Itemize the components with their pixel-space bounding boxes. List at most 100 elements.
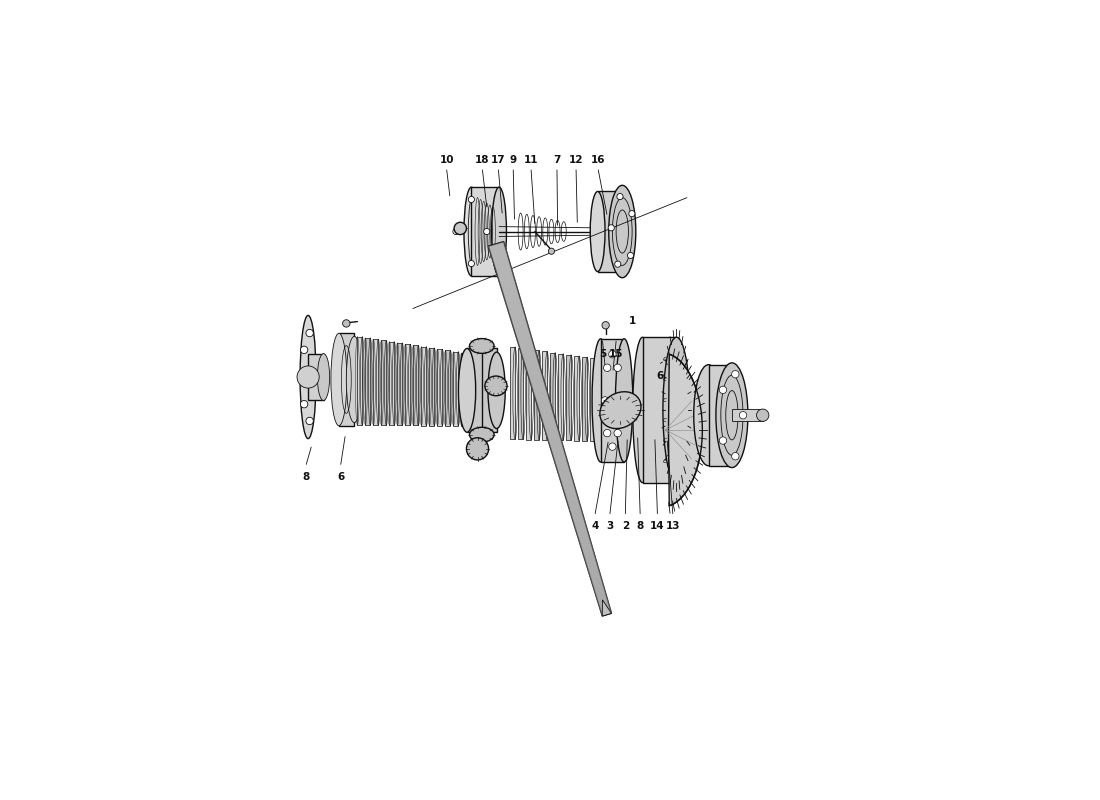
Bar: [421, 346, 427, 426]
Ellipse shape: [466, 438, 488, 460]
Bar: [565, 355, 571, 440]
Circle shape: [608, 350, 616, 358]
Text: c: c: [662, 458, 667, 464]
Polygon shape: [669, 354, 702, 506]
Circle shape: [309, 374, 317, 381]
Bar: [429, 348, 434, 426]
Text: 8: 8: [637, 521, 644, 531]
Bar: [438, 349, 442, 426]
Text: 10: 10: [440, 155, 454, 165]
Bar: [453, 352, 459, 426]
Text: c: c: [662, 417, 667, 423]
Text: 3: 3: [606, 521, 614, 531]
Text: 17: 17: [491, 155, 506, 165]
Circle shape: [453, 229, 459, 234]
Circle shape: [342, 320, 350, 327]
Text: c: c: [662, 438, 667, 443]
Text: 11: 11: [524, 155, 538, 165]
Bar: [597, 191, 623, 271]
Ellipse shape: [464, 187, 478, 276]
Text: 9: 9: [509, 155, 517, 165]
Bar: [389, 342, 394, 426]
Bar: [558, 354, 563, 440]
Bar: [373, 339, 378, 426]
Circle shape: [454, 222, 466, 234]
Text: 4: 4: [592, 521, 598, 531]
Circle shape: [297, 366, 319, 388]
Ellipse shape: [488, 352, 505, 429]
Text: 15: 15: [609, 349, 624, 358]
Text: 6: 6: [337, 472, 344, 482]
Circle shape: [732, 453, 739, 460]
Text: c: c: [662, 377, 667, 382]
Circle shape: [629, 210, 635, 217]
Circle shape: [469, 197, 474, 202]
Circle shape: [739, 411, 747, 419]
Ellipse shape: [470, 338, 494, 354]
Text: 5: 5: [598, 349, 606, 358]
Circle shape: [484, 229, 490, 234]
Ellipse shape: [592, 339, 609, 462]
Bar: [534, 350, 539, 440]
Bar: [446, 350, 450, 426]
Circle shape: [300, 401, 308, 408]
Text: 6: 6: [657, 370, 664, 381]
Bar: [590, 358, 595, 441]
Circle shape: [306, 418, 313, 425]
Circle shape: [615, 261, 620, 267]
Bar: [550, 353, 556, 440]
Bar: [573, 356, 579, 441]
Ellipse shape: [757, 409, 769, 422]
Bar: [526, 350, 531, 440]
Ellipse shape: [331, 334, 346, 426]
Bar: [732, 409, 762, 422]
Ellipse shape: [600, 392, 641, 429]
Text: 7: 7: [553, 155, 561, 165]
Circle shape: [602, 397, 608, 404]
Text: 8: 8: [302, 472, 310, 482]
Ellipse shape: [470, 427, 494, 442]
Circle shape: [602, 322, 609, 329]
Ellipse shape: [485, 376, 507, 396]
Bar: [509, 347, 515, 439]
Circle shape: [604, 364, 611, 371]
Bar: [397, 343, 403, 426]
Ellipse shape: [616, 339, 632, 462]
Ellipse shape: [300, 315, 316, 438]
Circle shape: [617, 194, 623, 200]
Circle shape: [616, 397, 624, 404]
Bar: [358, 337, 362, 426]
Polygon shape: [603, 600, 612, 616]
Bar: [642, 338, 676, 482]
Bar: [339, 334, 354, 426]
Circle shape: [300, 346, 308, 354]
Bar: [308, 354, 323, 401]
Ellipse shape: [632, 338, 652, 482]
Ellipse shape: [459, 349, 475, 432]
Ellipse shape: [591, 191, 605, 271]
Circle shape: [604, 430, 611, 437]
Bar: [462, 353, 466, 426]
Bar: [708, 365, 732, 466]
Circle shape: [719, 437, 727, 444]
Bar: [471, 187, 499, 276]
Text: c: c: [662, 397, 667, 402]
Text: c: c: [662, 356, 667, 362]
Ellipse shape: [346, 336, 362, 422]
Ellipse shape: [492, 187, 506, 276]
Bar: [601, 339, 624, 462]
Circle shape: [614, 430, 622, 437]
Bar: [468, 349, 496, 432]
Text: 1: 1: [629, 316, 637, 326]
Ellipse shape: [716, 363, 748, 467]
Ellipse shape: [694, 365, 724, 466]
Bar: [541, 351, 547, 440]
Text: 18: 18: [475, 155, 490, 165]
Bar: [582, 357, 587, 441]
Circle shape: [608, 443, 616, 450]
Circle shape: [306, 330, 313, 337]
Circle shape: [469, 261, 474, 266]
Ellipse shape: [317, 354, 330, 401]
Circle shape: [732, 370, 739, 378]
Bar: [382, 340, 386, 426]
